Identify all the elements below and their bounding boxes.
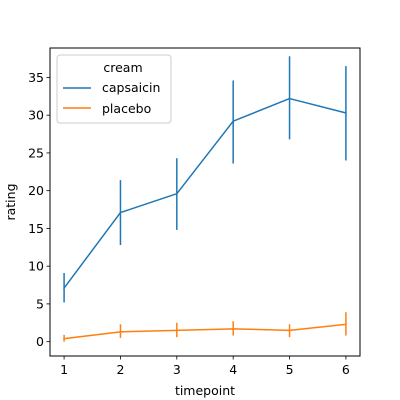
plot-frame [49,47,361,357]
x-tick-label: 6 [342,362,350,377]
y-tick-label: 30 [28,108,44,123]
y-tick-label: 5 [36,296,44,311]
x-tick-label: 5 [286,362,294,377]
y-axis-label: rating [3,183,18,220]
x-axis-ticks: 1 2 3 4 5 6 [60,356,350,377]
legend-label-capsaicin: capsaicin [102,80,160,95]
y-axis-ticks: 0 5 10 15 20 25 30 35 [28,70,50,349]
x-tick-label: 4 [229,362,237,377]
y-tick-label: 35 [28,70,44,85]
series-capsaicin [63,56,347,303]
legend-box [56,54,172,124]
x-tick-label: 1 [60,362,68,377]
x-axis-label: timepoint [175,383,235,398]
series-layer [63,56,347,342]
series-line-placebo [63,323,347,340]
series-line-capsaicin [63,97,347,290]
x-tick-label: 2 [116,362,124,377]
y-tick-label: 15 [28,221,44,236]
x-tick-label: 3 [173,362,181,377]
y-tick-label: 0 [36,334,44,349]
y-tick-label: 25 [28,145,44,160]
legend-title: cream [103,60,142,75]
y-tick-label: 10 [28,259,44,274]
legend-label-placebo: placebo [102,101,151,116]
legend: cream capsaicin placebo [56,54,172,124]
series-placebo [63,312,347,342]
y-tick-label: 20 [28,183,44,198]
